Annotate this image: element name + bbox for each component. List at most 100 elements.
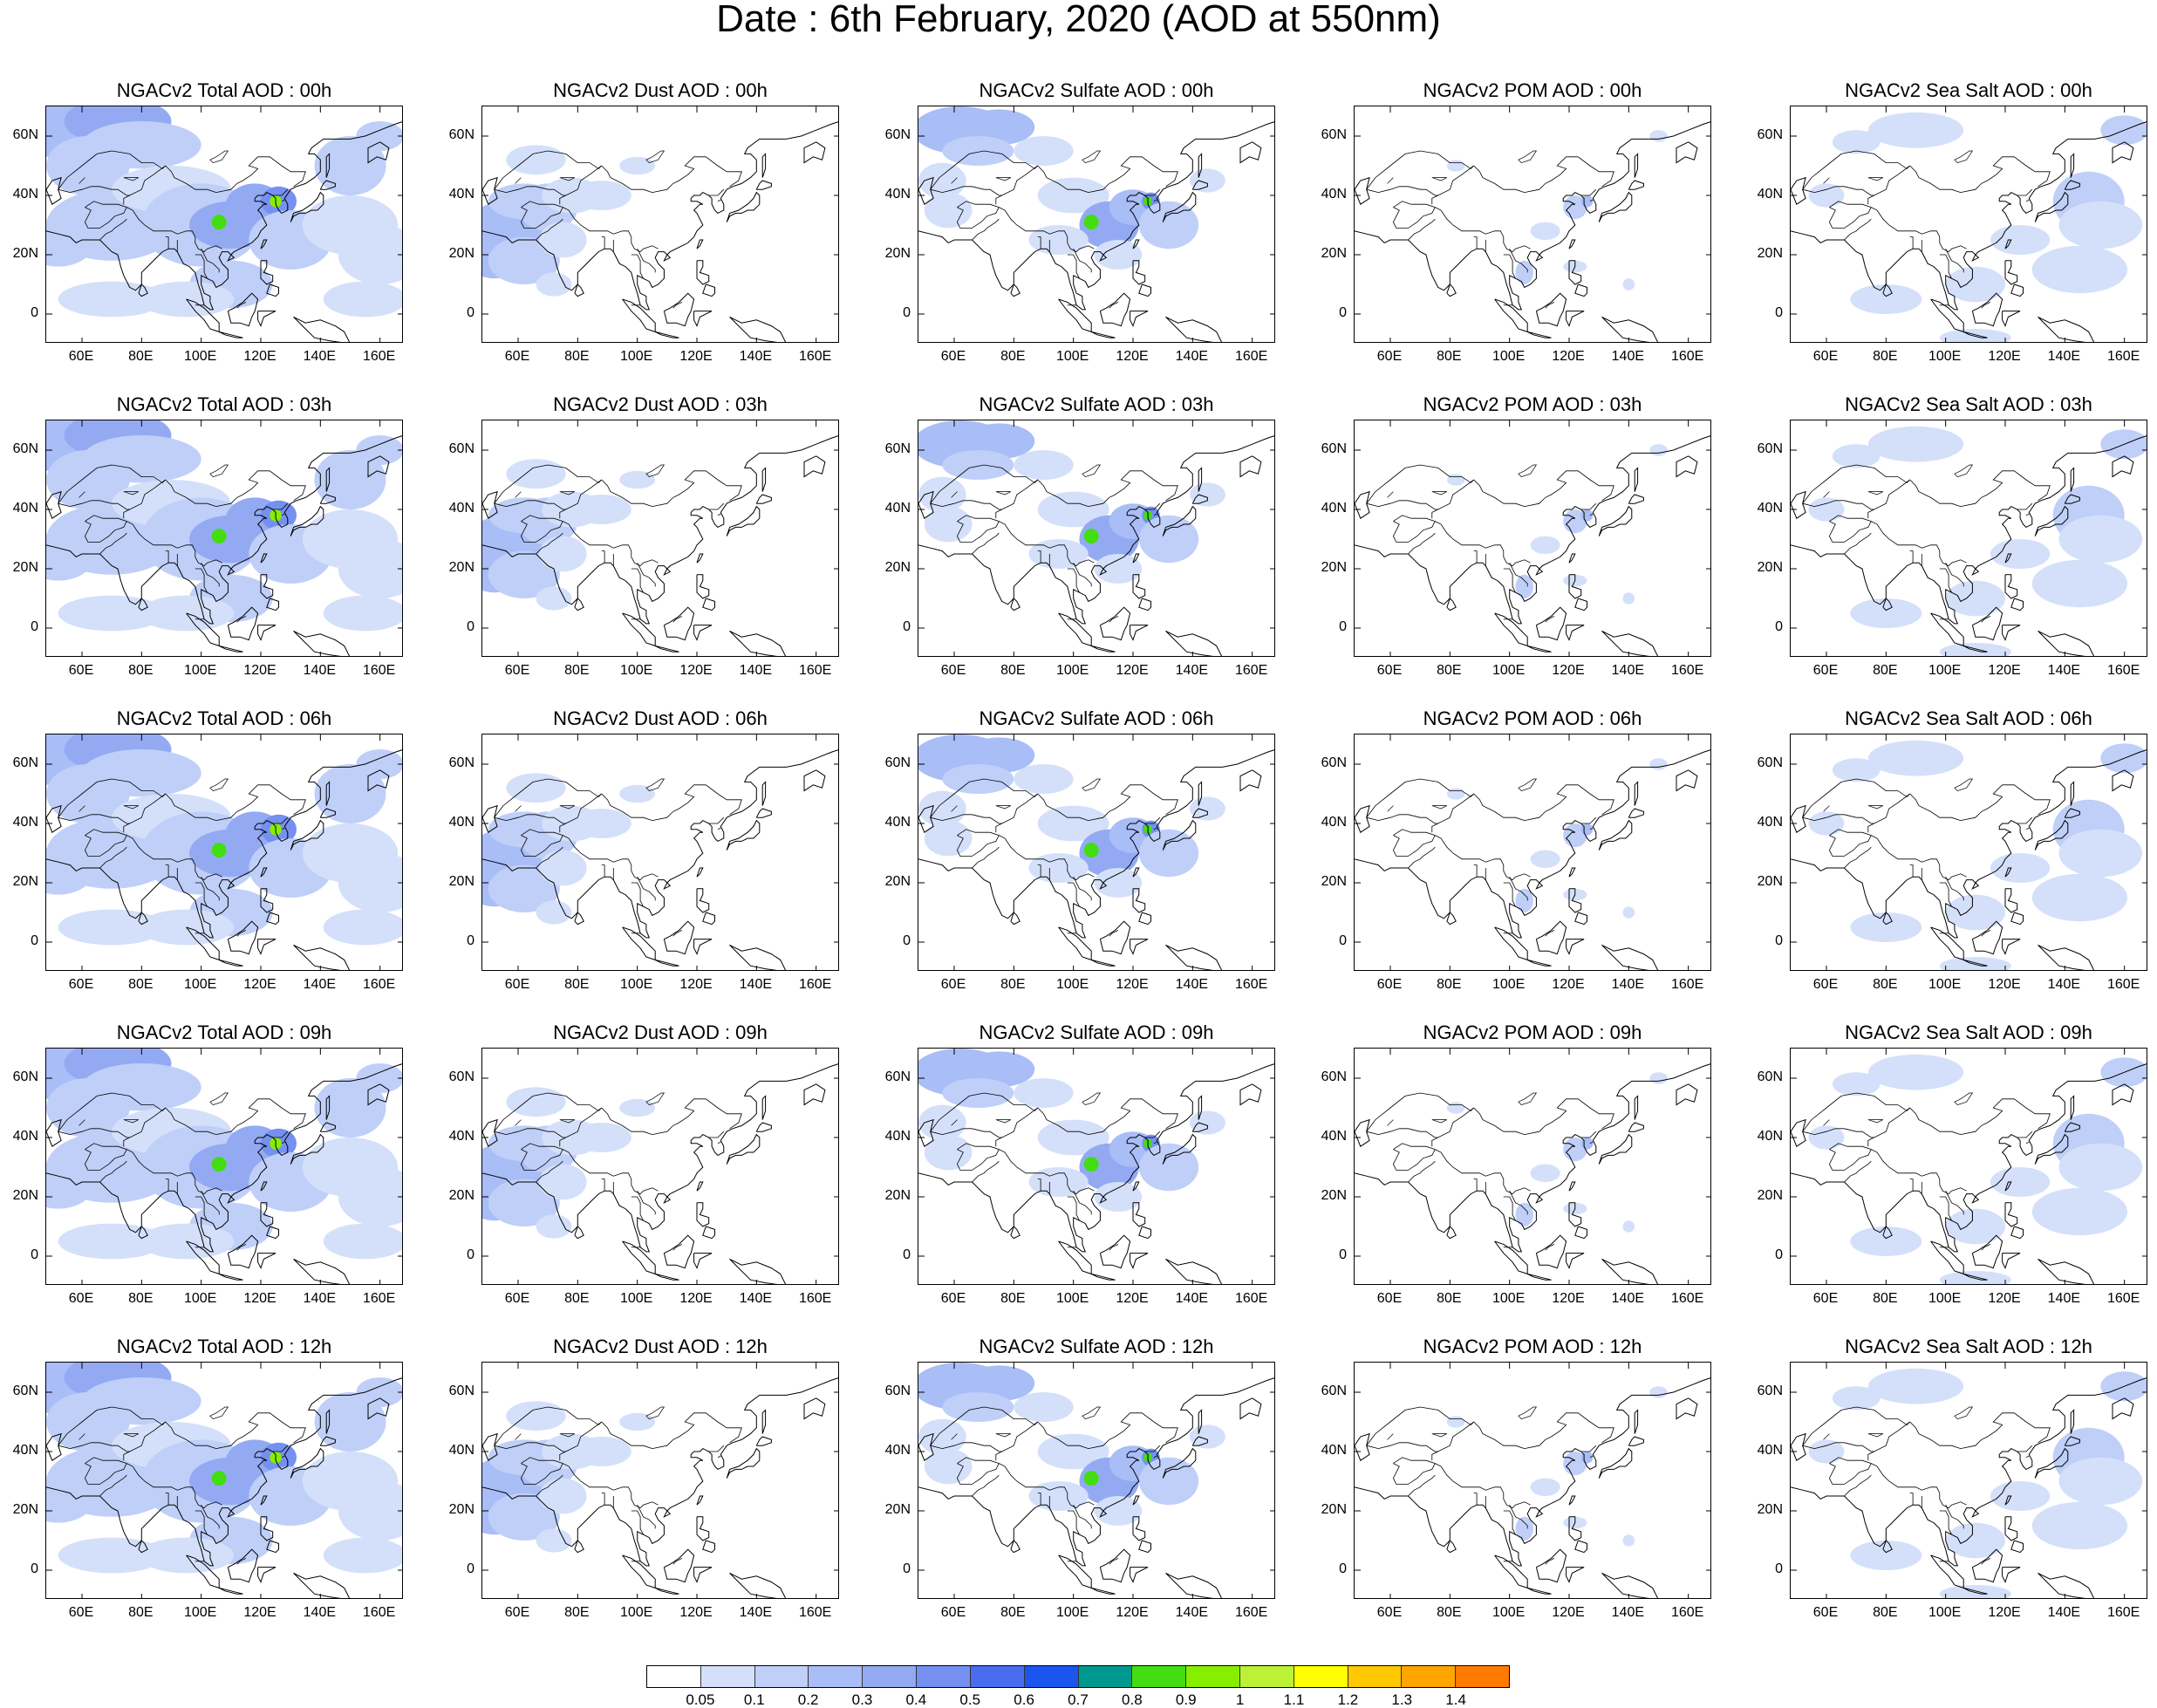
coastline — [761, 153, 767, 178]
aod-field-patch — [1530, 1164, 1560, 1182]
aod-field-patch — [1649, 444, 1668, 456]
coastline — [1791, 1063, 2147, 1253]
coastline — [2002, 311, 2021, 327]
map-canvas — [1791, 734, 2147, 970]
country-border — [494, 500, 566, 510]
coastline — [696, 553, 704, 564]
coastline — [1191, 1436, 1208, 1446]
coastline — [1930, 926, 1964, 961]
aod-field-patch — [338, 225, 402, 284]
coastline — [46, 1063, 402, 1253]
aod-field-patch — [1939, 329, 2011, 342]
map-panel: NGACv2 Total AOD : 00h 60N 40N 20N 0 60E 80E 10… — [0, 79, 436, 389]
aod-field-patch — [46, 764, 130, 823]
country-border — [1393, 201, 1531, 253]
coastline — [755, 180, 772, 190]
coastline — [293, 630, 351, 656]
aod-field-patch — [1990, 539, 2051, 569]
lat-tick-label: 20N — [884, 874, 911, 889]
lon-tick-label: 60E — [940, 663, 966, 678]
country-border — [930, 464, 1038, 504]
coastline — [1132, 574, 1146, 599]
country-border — [1408, 218, 1436, 241]
country-border — [1545, 616, 1555, 623]
lon-tick-label: 60E — [1812, 349, 1839, 364]
coastline — [654, 1273, 679, 1281]
coastline — [1971, 882, 1980, 890]
lake-outline — [123, 805, 140, 810]
lat-tick-label: 40N — [12, 1129, 38, 1144]
aod-field-patch — [1515, 1202, 1533, 1226]
country-border — [1153, 1455, 1157, 1459]
country-border — [1909, 550, 1914, 564]
country-border — [494, 464, 602, 504]
coastline — [1568, 553, 1576, 564]
panel-title: NGACv2 Total AOD : 12h — [116, 1336, 332, 1357]
lake-outline — [78, 1119, 85, 1126]
coastline — [46, 176, 62, 205]
aod-field-patch — [1649, 130, 1668, 142]
lake-outline — [1387, 177, 1394, 184]
map-frame — [481, 106, 839, 343]
country-border — [1844, 532, 1872, 555]
lake-outline — [123, 177, 140, 181]
country-border — [1037, 784, 1178, 822]
aod-field-patch — [1622, 1220, 1635, 1233]
coastline — [755, 808, 772, 818]
lake-outline — [1823, 805, 1830, 812]
aod-field-patch — [571, 1437, 631, 1466]
lat-tick-label: 20N — [448, 874, 474, 889]
lon-tick-label: 160E — [362, 663, 396, 678]
panel-title: NGACv2 Sea Salt AOD : 03h — [1845, 393, 2092, 415]
country-border — [58, 464, 166, 504]
coastline — [1574, 912, 1587, 926]
coastline — [1791, 435, 2147, 625]
country-border — [1580, 188, 1597, 196]
lake-outline — [995, 1433, 1012, 1438]
coastline — [2038, 1258, 2095, 1284]
lat-tick-label: 40N — [448, 1443, 474, 1458]
lake-outline — [209, 464, 229, 477]
map-frame — [481, 1362, 839, 1599]
lat-tick-label: 60N — [12, 127, 38, 142]
coastline — [1791, 749, 2147, 939]
coastline — [218, 645, 243, 652]
coastline — [696, 260, 710, 285]
lon-tick-label: 100E — [619, 1291, 653, 1306]
country-border — [631, 1510, 644, 1535]
coastline — [2034, 505, 2069, 536]
country-border — [1981, 1244, 1991, 1251]
colorbar-swatch — [917, 1666, 971, 1687]
aod-field-patch — [338, 853, 402, 912]
country-border — [2017, 1445, 2033, 1452]
country-border — [521, 1143, 659, 1195]
coastline — [1138, 1226, 1151, 1240]
lake-outline — [995, 1119, 1012, 1124]
panel-title: NGACv2 Sulfate AOD : 06h — [979, 707, 1214, 729]
country-border — [1945, 877, 1964, 901]
coastline — [1676, 1083, 1698, 1106]
lat-tick-label: 0 — [31, 1247, 38, 1262]
country-border — [521, 829, 659, 881]
coastline — [1138, 284, 1151, 297]
lake-outline — [515, 491, 522, 498]
lat-tick-label: 60N — [1321, 127, 1347, 142]
coastline — [2004, 553, 2012, 564]
lake-outline — [123, 1119, 140, 1124]
lon-tick-label: 120E — [243, 1605, 276, 1620]
coastline — [2112, 1397, 2134, 1420]
country-border — [1144, 1445, 1161, 1452]
map-canvas — [1355, 106, 1710, 342]
aod-field-patch — [1189, 168, 1225, 193]
country-border — [123, 793, 166, 833]
map-frame — [1354, 734, 1711, 971]
coastline — [227, 254, 235, 262]
lat-tick-label: 0 — [1775, 305, 1783, 320]
aod-field-patch — [924, 1134, 973, 1171]
coastline — [1058, 926, 1092, 961]
coastline — [622, 926, 656, 961]
aod-field-patch — [1990, 1481, 2051, 1511]
coastline — [2038, 944, 2095, 970]
country-border — [601, 1493, 605, 1506]
country-border — [1109, 1244, 1119, 1251]
